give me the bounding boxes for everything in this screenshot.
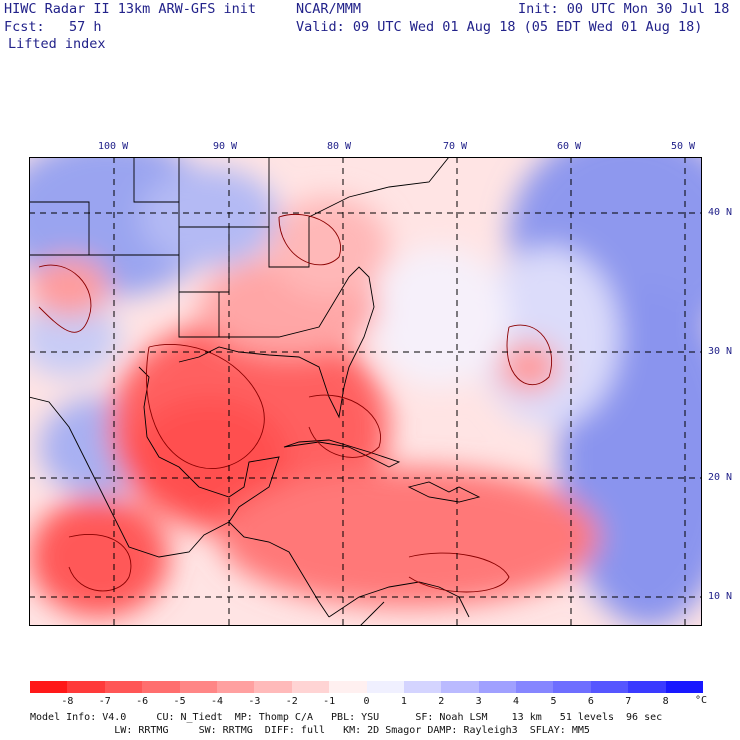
lon-label: 100 W [98, 141, 129, 152]
colorbar-tick-label: 3 [475, 696, 482, 707]
colorbar-swatch [553, 681, 591, 693]
colorbar-tick-label: -7 [98, 696, 111, 707]
colorbar-tick-label: 0 [363, 696, 370, 707]
colorbar-tick-label: -5 [173, 696, 186, 707]
lon-label: 70 W [443, 141, 468, 152]
colorbar-swatch [30, 681, 68, 693]
field-shading [29, 157, 702, 626]
colorbar-swatch [104, 681, 143, 693]
colorbar-tick-label: 8 [662, 696, 669, 707]
model-title: HIWC Radar II 13km ARW-GFS init [4, 1, 256, 17]
colorbar-tick-label: 1 [400, 696, 407, 707]
lat-label: 20 N [708, 472, 733, 483]
colorbar-swatch [366, 681, 404, 693]
lon-label: 80 W [327, 141, 352, 152]
colorbar-tick-label: -1 [323, 696, 336, 707]
lat-label: 30 N [708, 346, 733, 357]
colorbar-swatch [216, 681, 255, 693]
colorbar-tick-label: -2 [285, 696, 298, 707]
colorbar-swatch [291, 681, 330, 693]
colorbar-swatch [254, 681, 292, 693]
lat-label: 40 N [708, 207, 733, 218]
colorbar-tick-label: -6 [136, 696, 149, 707]
lifted-index-map [29, 157, 702, 626]
lat-label: 10 N [708, 591, 733, 602]
lon-label: 90 W [213, 141, 238, 152]
colorbar-tick-label: 5 [550, 696, 557, 707]
graticule [29, 157, 702, 626]
contour-lines [38, 213, 553, 593]
colorbar-swatch [516, 681, 554, 693]
colorbar-swatch [590, 681, 629, 693]
colorbar-tick-label: 2 [438, 696, 445, 707]
lon-label: 60 W [557, 141, 582, 152]
org-label: NCAR/MMM [296, 1, 362, 17]
colorbar-tick-label: 6 [587, 696, 594, 707]
colorbar-swatch [179, 681, 217, 693]
map-frame [29, 157, 702, 626]
colorbar-swatch [441, 681, 479, 693]
colorbar-tick-label: -3 [248, 696, 261, 707]
colorbar-swatch [628, 681, 666, 693]
init-time: Init: 00 UTC Mon 30 Jul 18 [518, 1, 730, 17]
colorbar-tick-label: 7 [625, 696, 632, 707]
colorbar-swatch [142, 681, 180, 693]
colorbar-swatch [665, 681, 704, 693]
field-name: Lifted index [8, 36, 106, 52]
colorbar-tick-label: -8 [61, 696, 74, 707]
colorbar-swatch [329, 681, 367, 693]
colorbar-tick-label: -4 [210, 696, 223, 707]
model-info-line2: LW: RRTMG SW: RRTMG DIFF: full KM: 2D Sm… [30, 725, 590, 736]
colorbar-swatch [478, 681, 517, 693]
valid-time: Valid: 09 UTC Wed 01 Aug 18 (05 EDT Wed … [296, 19, 703, 35]
colorbar-swatch [403, 681, 442, 693]
model-info-line1: Model Info: V4.0 CU: N_Tiedt MP: Thomp C… [30, 712, 663, 723]
colorbar-unit: °C [695, 695, 708, 706]
colorbar-tick-label: 4 [513, 696, 520, 707]
colorbar-swatch [67, 681, 105, 693]
lon-label: 50 W [671, 141, 696, 152]
forecast-hour: Fcst: 57 h [4, 19, 102, 35]
colorbar [30, 681, 704, 693]
